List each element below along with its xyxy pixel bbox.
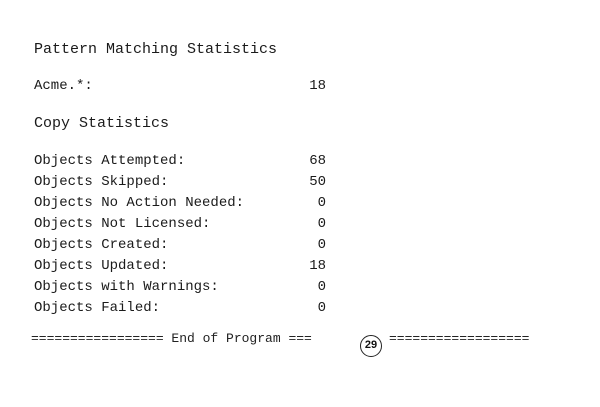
stat-row-label: Objects Not Licensed: — [34, 216, 211, 232]
stat-row-label: Objects No Action Needed: — [34, 195, 245, 211]
stat-row-label: Objects Updated: — [34, 258, 169, 274]
pattern-row-label: Acme.*: — [34, 78, 93, 94]
stat-row-value: 18 — [309, 258, 326, 274]
copy-statistics-title: Copy Statistics — [34, 115, 170, 132]
end-of-program-banner-tail: ================== — [389, 331, 530, 346]
stat-row-value: 0 — [317, 300, 326, 316]
stat-row-value: 50 — [309, 174, 326, 190]
stat-row-value: 68 — [309, 153, 326, 169]
stat-row-label: Objects Failed: — [34, 300, 161, 316]
page-number-badge: 29 — [360, 335, 382, 357]
stat-row-value: 0 — [317, 279, 326, 295]
stat-row-value: 0 — [317, 216, 326, 232]
stat-row-label: Objects Attempted: — [34, 153, 186, 169]
stat-row-value: 0 — [317, 195, 326, 211]
pattern-matching-title: Pattern Matching Statistics — [34, 41, 278, 58]
pattern-row-value: 18 — [309, 78, 326, 94]
stat-row-label: Objects Created: — [34, 237, 169, 253]
end-of-program-banner: ================= End of Program === — [31, 331, 312, 346]
stat-row-value: 0 — [317, 237, 326, 253]
stat-row-label: Objects Skipped: — [34, 174, 169, 190]
stat-row-label: Objects with Warnings: — [34, 279, 219, 295]
